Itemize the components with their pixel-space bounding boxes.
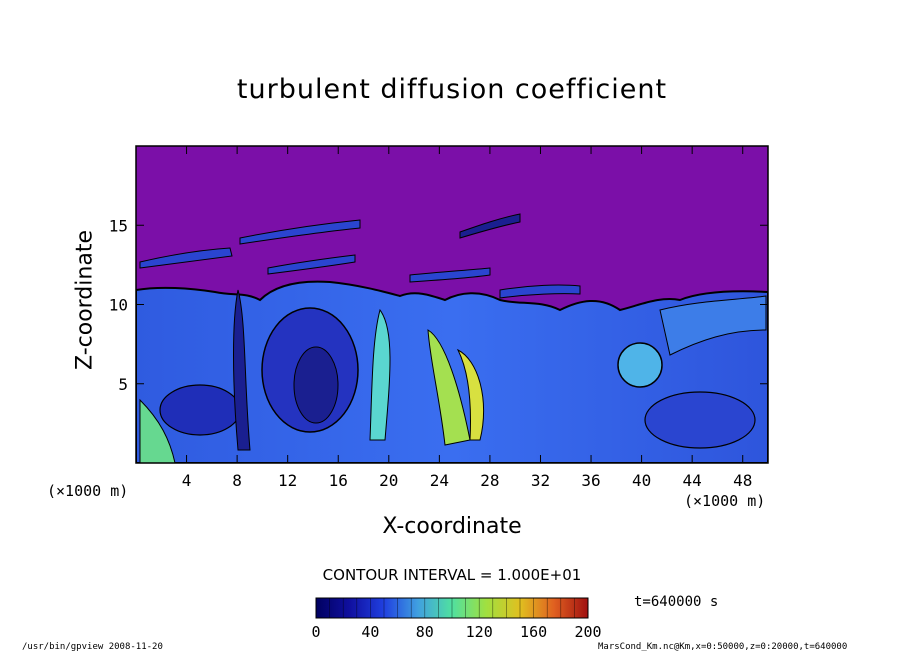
colorbar-tick-label: 200 bbox=[574, 623, 601, 641]
y-tick-label: 15 bbox=[109, 216, 128, 235]
x-tick-label: 44 bbox=[683, 471, 702, 490]
footer-left: /usr/bin/gpview 2008-11-20 bbox=[22, 642, 163, 652]
x-tick-label: 8 bbox=[232, 471, 242, 490]
y-axis-ticks: 5 10 15 bbox=[109, 216, 768, 394]
vortex-2 bbox=[617, 342, 663, 388]
y-axis-label: Z-coordinate bbox=[72, 230, 98, 370]
time-label: t=640000 s bbox=[634, 594, 719, 610]
x-tick-label: 16 bbox=[329, 471, 348, 490]
colorbar-tick-label: 120 bbox=[466, 623, 493, 641]
x-axis-ticks: 4 8 12 16 20 24 28 32 36 40 44 48 bbox=[182, 146, 752, 490]
plume-4 bbox=[233, 289, 251, 451]
blob-row-6 bbox=[499, 284, 581, 299]
x-unit-right: (×1000 m) bbox=[684, 492, 766, 510]
x-tick-label: 4 bbox=[182, 471, 192, 490]
blob-row-5 bbox=[459, 213, 521, 239]
colorbar-contour-lines bbox=[315, 598, 589, 618]
x-tick-label: 48 bbox=[733, 471, 752, 490]
x-axis-label: X-coordinate bbox=[382, 514, 522, 539]
x-tick-label: 12 bbox=[278, 471, 297, 490]
blob-row-3 bbox=[409, 267, 491, 283]
vortex-1-core bbox=[293, 346, 339, 424]
x-tick-label: 36 bbox=[581, 471, 600, 490]
x-tick-label: 32 bbox=[531, 471, 550, 490]
colorbar-tick-label: 0 bbox=[311, 623, 320, 641]
contour-interval-label: CONTOUR INTERVAL = 1.000E+01 bbox=[322, 566, 582, 584]
x-tick-label: 20 bbox=[379, 471, 398, 490]
vortex-4 bbox=[644, 391, 756, 449]
blob-row-1 bbox=[139, 247, 233, 269]
colorbar-tick-label: 160 bbox=[520, 623, 547, 641]
colorbar-tick-label: 40 bbox=[361, 623, 379, 641]
chart-title: turbulent diffusion coefficient bbox=[236, 74, 668, 105]
x-tick-label: 40 bbox=[632, 471, 651, 490]
blob-row-2 bbox=[267, 254, 356, 275]
footer-right: MarsCond_Km.nc@Km,x=0:50000,z=0:20000,t=… bbox=[598, 642, 848, 652]
blob-row-4 bbox=[239, 219, 361, 245]
colorbar-ticks: 0 40 80 120 160 200 bbox=[311, 623, 601, 641]
x-tick-label: 24 bbox=[430, 471, 449, 490]
plume-6 bbox=[659, 295, 767, 356]
x-unit-left: (×1000 m) bbox=[47, 482, 129, 500]
y-tick-label: 5 bbox=[118, 375, 128, 394]
plume-3 bbox=[456, 348, 485, 441]
x-tick-label: 28 bbox=[480, 471, 499, 490]
y-tick-label: 10 bbox=[109, 296, 128, 315]
colorbar-tick-label: 80 bbox=[416, 623, 434, 641]
plume-1 bbox=[369, 308, 391, 441]
